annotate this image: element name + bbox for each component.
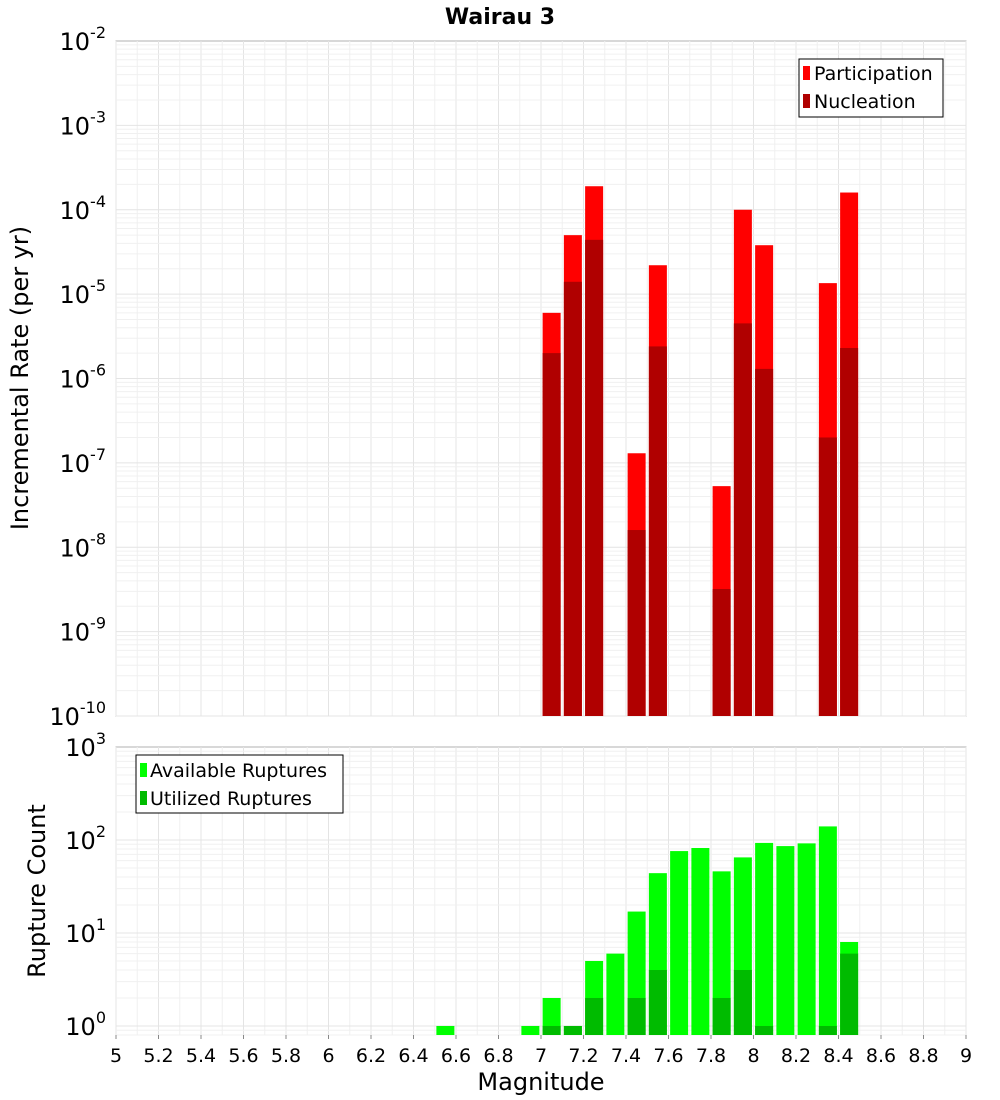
count-x-ticks: 5 5.2 5.4 5.6 5.8 6 6.2 6.4 6.6 6.8 7 7.2 7.4 7.6 7.8 8… — [110, 1035, 972, 1067]
x-tick-label: 6.8 — [483, 1045, 513, 1067]
count-bar-utilized-ruptures — [840, 953, 859, 1035]
count-bar-utilized-ruptures — [542, 1025, 561, 1035]
count-y-tick-label: 103 — [65, 729, 106, 762]
count-y-tick-label: 100 — [65, 1008, 106, 1041]
rate-bar-nucleation — [542, 353, 561, 716]
legend-item-available: Available Ruptures — [140, 760, 327, 782]
x-tick-label: 8.4 — [823, 1045, 853, 1067]
legend-item-utilized: Utilized Ruptures — [140, 788, 312, 810]
legend-label-nucleation: Nucleation — [814, 91, 916, 113]
x-tick-label: 6.6 — [441, 1045, 471, 1067]
count-bar-utilized-ruptures — [818, 1025, 837, 1035]
count-bar-available-ruptures — [776, 846, 795, 1035]
rate-y-tick-label: 10-10 — [49, 698, 106, 731]
count-bar-available-ruptures — [606, 953, 625, 1035]
count-bar-available-ruptures — [670, 851, 689, 1035]
x-tick-label: 6 — [322, 1045, 334, 1067]
x-tick-label: 5 — [110, 1045, 122, 1067]
rate-bar-nucleation — [712, 589, 731, 716]
count-bar-utilized-ruptures — [733, 969, 752, 1035]
x-tick-label: 5.8 — [271, 1045, 301, 1067]
count-y-tick-label: 102 — [65, 822, 106, 855]
legend-label-available: Available Ruptures — [150, 760, 327, 782]
legend-item-participation: Participation — [803, 63, 933, 85]
legend-swatch-nucleation — [803, 94, 810, 108]
count-bar-utilized-ruptures — [627, 997, 646, 1035]
rate-y-tick-label: 10-4 — [60, 192, 107, 225]
count-bar-available-ruptures — [691, 848, 710, 1035]
legend-label-participation: Participation — [814, 63, 933, 85]
count-bar-available-ruptures — [755, 842, 774, 1035]
chart-title: Wairau 3 — [445, 5, 555, 30]
count-y-tick-label: 101 — [65, 915, 106, 948]
x-tick-label: 8.6 — [866, 1045, 896, 1067]
legend-swatch-available — [140, 763, 147, 777]
x-tick-label: 5.6 — [228, 1045, 258, 1067]
rate-y-tick-label: 10-9 — [60, 614, 107, 647]
x-tick-label: 7.2 — [568, 1045, 598, 1067]
x-tick-label: 7 — [535, 1045, 547, 1067]
rate-panel: 10-2 10-3 10-4 10-5 10-6 10-7 10-8 10-9 10-10 In… — [6, 23, 967, 731]
count-bar-available-ruptures — [797, 843, 816, 1035]
rate-bar-nucleation — [585, 239, 604, 716]
legend-swatch-utilized — [140, 791, 147, 805]
x-tick-label: 6.2 — [356, 1045, 386, 1067]
x-tick-label: 8 — [747, 1045, 759, 1067]
rate-legend: Participation Nucleation — [798, 58, 944, 118]
count-legend: Available Ruptures Utilized Ruptures — [135, 754, 344, 814]
count-bar-utilized-ruptures — [585, 997, 604, 1035]
rate-y-tick-label: 10-5 — [60, 276, 107, 309]
rate-bars — [542, 186, 859, 717]
count-bar-utilized-ruptures — [563, 1025, 582, 1035]
legend-label-utilized: Utilized Ruptures — [150, 788, 312, 810]
rate-legend-box — [798, 58, 944, 118]
count-bar-available-ruptures — [712, 871, 731, 1035]
rate-bar-nucleation — [563, 281, 582, 716]
x-tick-label: 7.8 — [696, 1045, 726, 1067]
count-bar-utilized-ruptures — [755, 1025, 774, 1035]
count-bars — [436, 826, 859, 1035]
rate-y-tick-label: 10-2 — [60, 23, 107, 56]
count-bar-utilized-ruptures — [712, 997, 731, 1035]
x-tick-label: 7.6 — [653, 1045, 683, 1067]
count-bar-available-ruptures — [521, 1025, 540, 1035]
count-bar-available-ruptures — [542, 997, 561, 1035]
x-tick-label: 8.2 — [781, 1045, 811, 1067]
rate-bar-nucleation — [818, 437, 837, 716]
count-y-ticks: 103 102 101 100 — [65, 729, 106, 1041]
x-tick-label: 6.4 — [398, 1045, 428, 1067]
count-bar-utilized-ruptures — [648, 969, 667, 1035]
x-tick-label: 9 — [960, 1045, 972, 1067]
legend-item-nucleation: Nucleation — [803, 91, 916, 113]
rate-grid — [115, 41, 967, 717]
rate-y-axis-label: Incremental Rate (per yr) — [6, 226, 34, 530]
count-panel: 103 102 101 100 5 5.2 5.4 5.6 5.8 6 6.2 6.4 6.6 6.8 7… — [23, 729, 972, 1096]
count-y-axis-label: Rupture Count — [23, 804, 51, 978]
count-legend-box — [135, 754, 344, 814]
rate-bar-nucleation — [840, 347, 859, 716]
rate-bar-nucleation — [755, 368, 774, 716]
legend-swatch-participation — [803, 66, 810, 80]
x-tick-label: 5.4 — [186, 1045, 216, 1067]
count-bar-available-ruptures — [818, 826, 837, 1035]
rate-bar-nucleation — [627, 530, 646, 716]
rate-bar-nucleation — [648, 346, 667, 716]
x-axis-label: Magnitude — [477, 1068, 604, 1096]
rate-y-tick-label: 10-8 — [60, 529, 107, 562]
x-tick-label: 7.4 — [611, 1045, 641, 1067]
rate-y-tick-label: 10-7 — [60, 445, 107, 478]
rate-y-tick-label: 10-3 — [60, 107, 107, 140]
rate-y-ticks: 10-2 10-3 10-4 10-5 10-6 10-7 10-8 10-9 10-10 — [49, 23, 106, 731]
x-tick-label: 5.2 — [143, 1045, 173, 1067]
rate-y-tick-label: 10-6 — [60, 361, 107, 394]
count-bar-available-ruptures — [436, 1025, 455, 1035]
x-tick-label: 8.8 — [908, 1045, 938, 1067]
rate-bar-nucleation — [733, 323, 752, 716]
